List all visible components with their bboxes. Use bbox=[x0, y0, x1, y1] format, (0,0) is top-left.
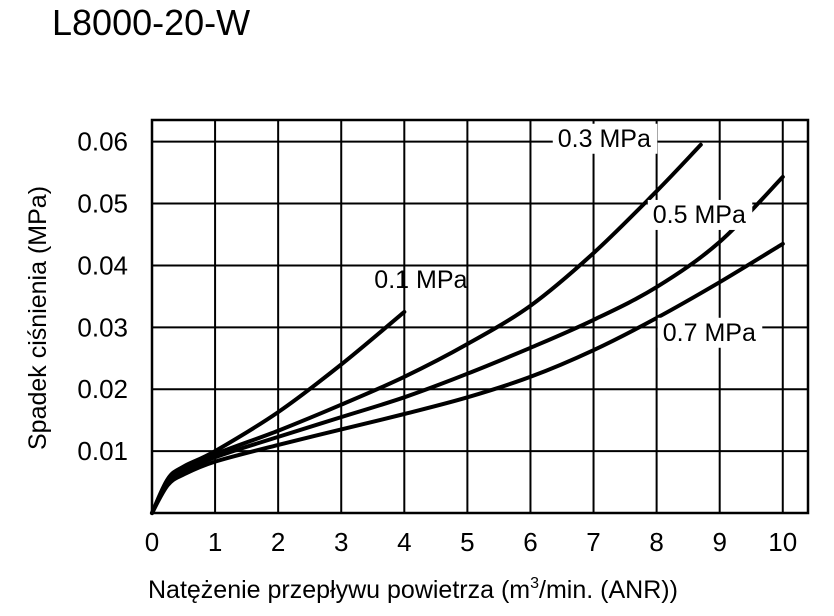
series-line-3 bbox=[150, 174, 785, 515]
series-label-4: 0.7 MPa bbox=[663, 319, 756, 347]
x-tick-label: 9 bbox=[712, 527, 726, 557]
y-tick-label: 0.04 bbox=[77, 250, 128, 280]
y-axis-label: Spadek ciśnienia (MPa) bbox=[24, 186, 52, 450]
series-lines bbox=[150, 142, 785, 515]
x-tick-label: 10 bbox=[768, 527, 797, 557]
x-tick-label: 3 bbox=[334, 527, 348, 557]
y-tick-label: 0.03 bbox=[77, 312, 128, 342]
series-label-1: 0.1 MPa bbox=[374, 266, 467, 294]
series-label-2: 0.3 MPa bbox=[558, 125, 651, 153]
tick-labels: 0 1 2 3 4 5 6 7 8 9 10 0.01 0.02 0.03 0.04 0.05 0.06 bbox=[77, 127, 797, 557]
series-label-bg bbox=[552, 123, 658, 154]
x-tick-label: 6 bbox=[523, 527, 537, 557]
grid bbox=[150, 118, 810, 515]
x-tick-label: 7 bbox=[586, 527, 600, 557]
plot-frame bbox=[150, 118, 810, 515]
x-tick-label: 2 bbox=[271, 527, 285, 557]
x-tick-label: 1 bbox=[208, 527, 222, 557]
y-tick-label: 0.05 bbox=[77, 189, 128, 219]
x-tick-label: 5 bbox=[460, 527, 474, 557]
x-tick-label: 0 bbox=[145, 527, 159, 557]
chart-title: L8000-20-W bbox=[52, 2, 251, 43]
x-axis-label: Natężenie przepływu powietrza (m3/min. (… bbox=[148, 575, 678, 604]
y-tick-label: 0.06 bbox=[77, 127, 128, 157]
y-tick-label: 0.02 bbox=[77, 374, 128, 404]
x-tick-label: 4 bbox=[397, 527, 411, 557]
series-label-bg bbox=[647, 199, 753, 230]
y-tick-label: 0.01 bbox=[77, 436, 128, 466]
series-label-3: 0.5 MPa bbox=[653, 201, 746, 229]
x-tick-label: 8 bbox=[649, 527, 663, 557]
series-label-bg bbox=[657, 317, 763, 348]
series-labels: 0.1 MPa 0.3 MPa 0.5 MPa 0.7 MPa bbox=[374, 123, 763, 348]
series-line-4 bbox=[150, 241, 785, 515]
series-line-2 bbox=[150, 142, 703, 515]
